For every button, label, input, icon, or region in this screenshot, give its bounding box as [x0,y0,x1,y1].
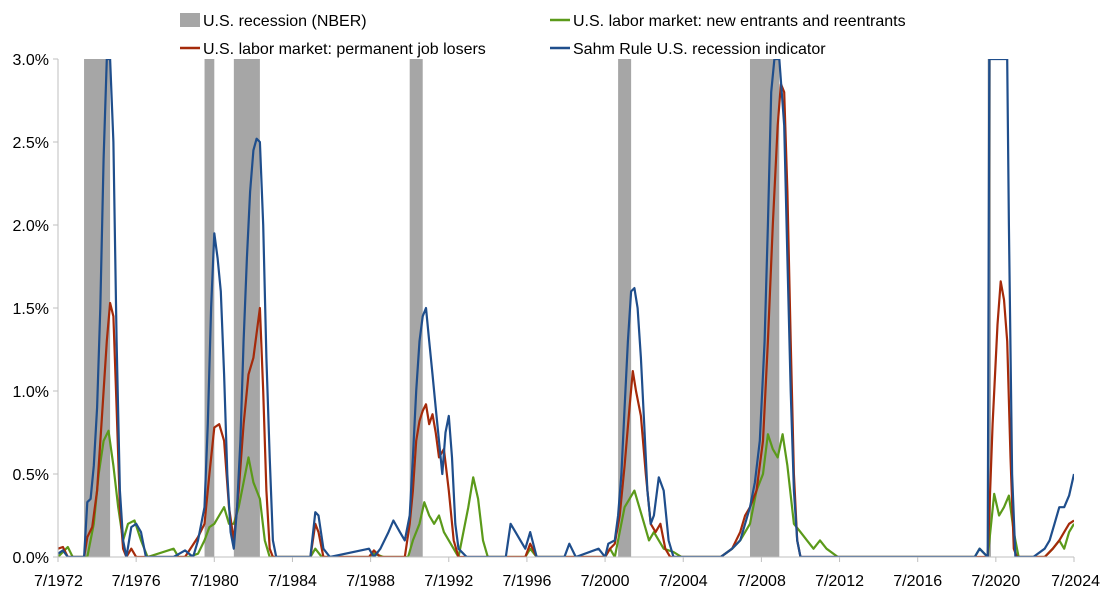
x-tick-label: 7/1996 [502,573,551,590]
y-tick-label: 2.5% [13,135,49,152]
legend-swatch-area [180,13,200,27]
y-tick-label: 3.0% [13,52,49,69]
recession-band-1 [84,59,111,557]
legend-label: U.S. labor market: permanent job losers [203,41,486,58]
y-tick-label: 2.0% [13,218,49,235]
x-tick-label: 7/1980 [190,573,239,590]
y-tick-label: 1.5% [13,301,49,318]
legend-item-4: Sahm Rule U.S. recession indicator [550,41,826,58]
legend-item-1: U.S. recession (NBER) [180,13,367,30]
x-tick-label: 7/1988 [346,573,395,590]
x-tick-label: 7/2020 [971,573,1020,590]
x-tick-label: 7/2000 [581,573,630,590]
x-tick-label: 7/1976 [112,573,161,590]
axes: 0.0% 0.5% 1.0% 1.5% 2.0% 2.5% 3.0% 7/1972 7/1976… [13,52,1100,590]
y-tick-label: 0.0% [13,550,49,567]
y-tick-label: 0.5% [13,467,49,484]
x-tick-label: 7/1984 [268,573,317,590]
recession-band-4 [409,59,423,557]
x-tick-label: 7/2004 [659,573,708,590]
legend-item-2: U.S. labor market: new entrants and reen… [550,13,906,30]
series-lines [58,59,1074,557]
legend: U.S. recession (NBER) U.S. labor market: … [180,13,906,58]
legend-label: Sahm Rule U.S. recession indicator [573,41,826,58]
recession-bands [84,59,991,557]
x-tick-label: 7/2016 [893,573,942,590]
legend-label: U.S. labor market: new entrants and reen… [573,13,906,30]
legend-label: U.S. recession (NBER) [203,13,367,30]
x-tick-label: 7/1992 [424,573,473,590]
x-tick-label: 7/1972 [34,573,83,590]
series-line-sahm-rule-u-s-recession-indicator [58,59,1074,557]
legend-item-3: U.S. labor market: permanent job losers [180,41,486,58]
recession-band-2 [204,59,215,557]
x-tick-label: 7/2024 [1051,573,1100,590]
x-tick-label: 7/2008 [737,573,786,590]
x-tick-label: 7/2012 [815,573,864,590]
y-tick-label: 1.0% [13,384,49,401]
